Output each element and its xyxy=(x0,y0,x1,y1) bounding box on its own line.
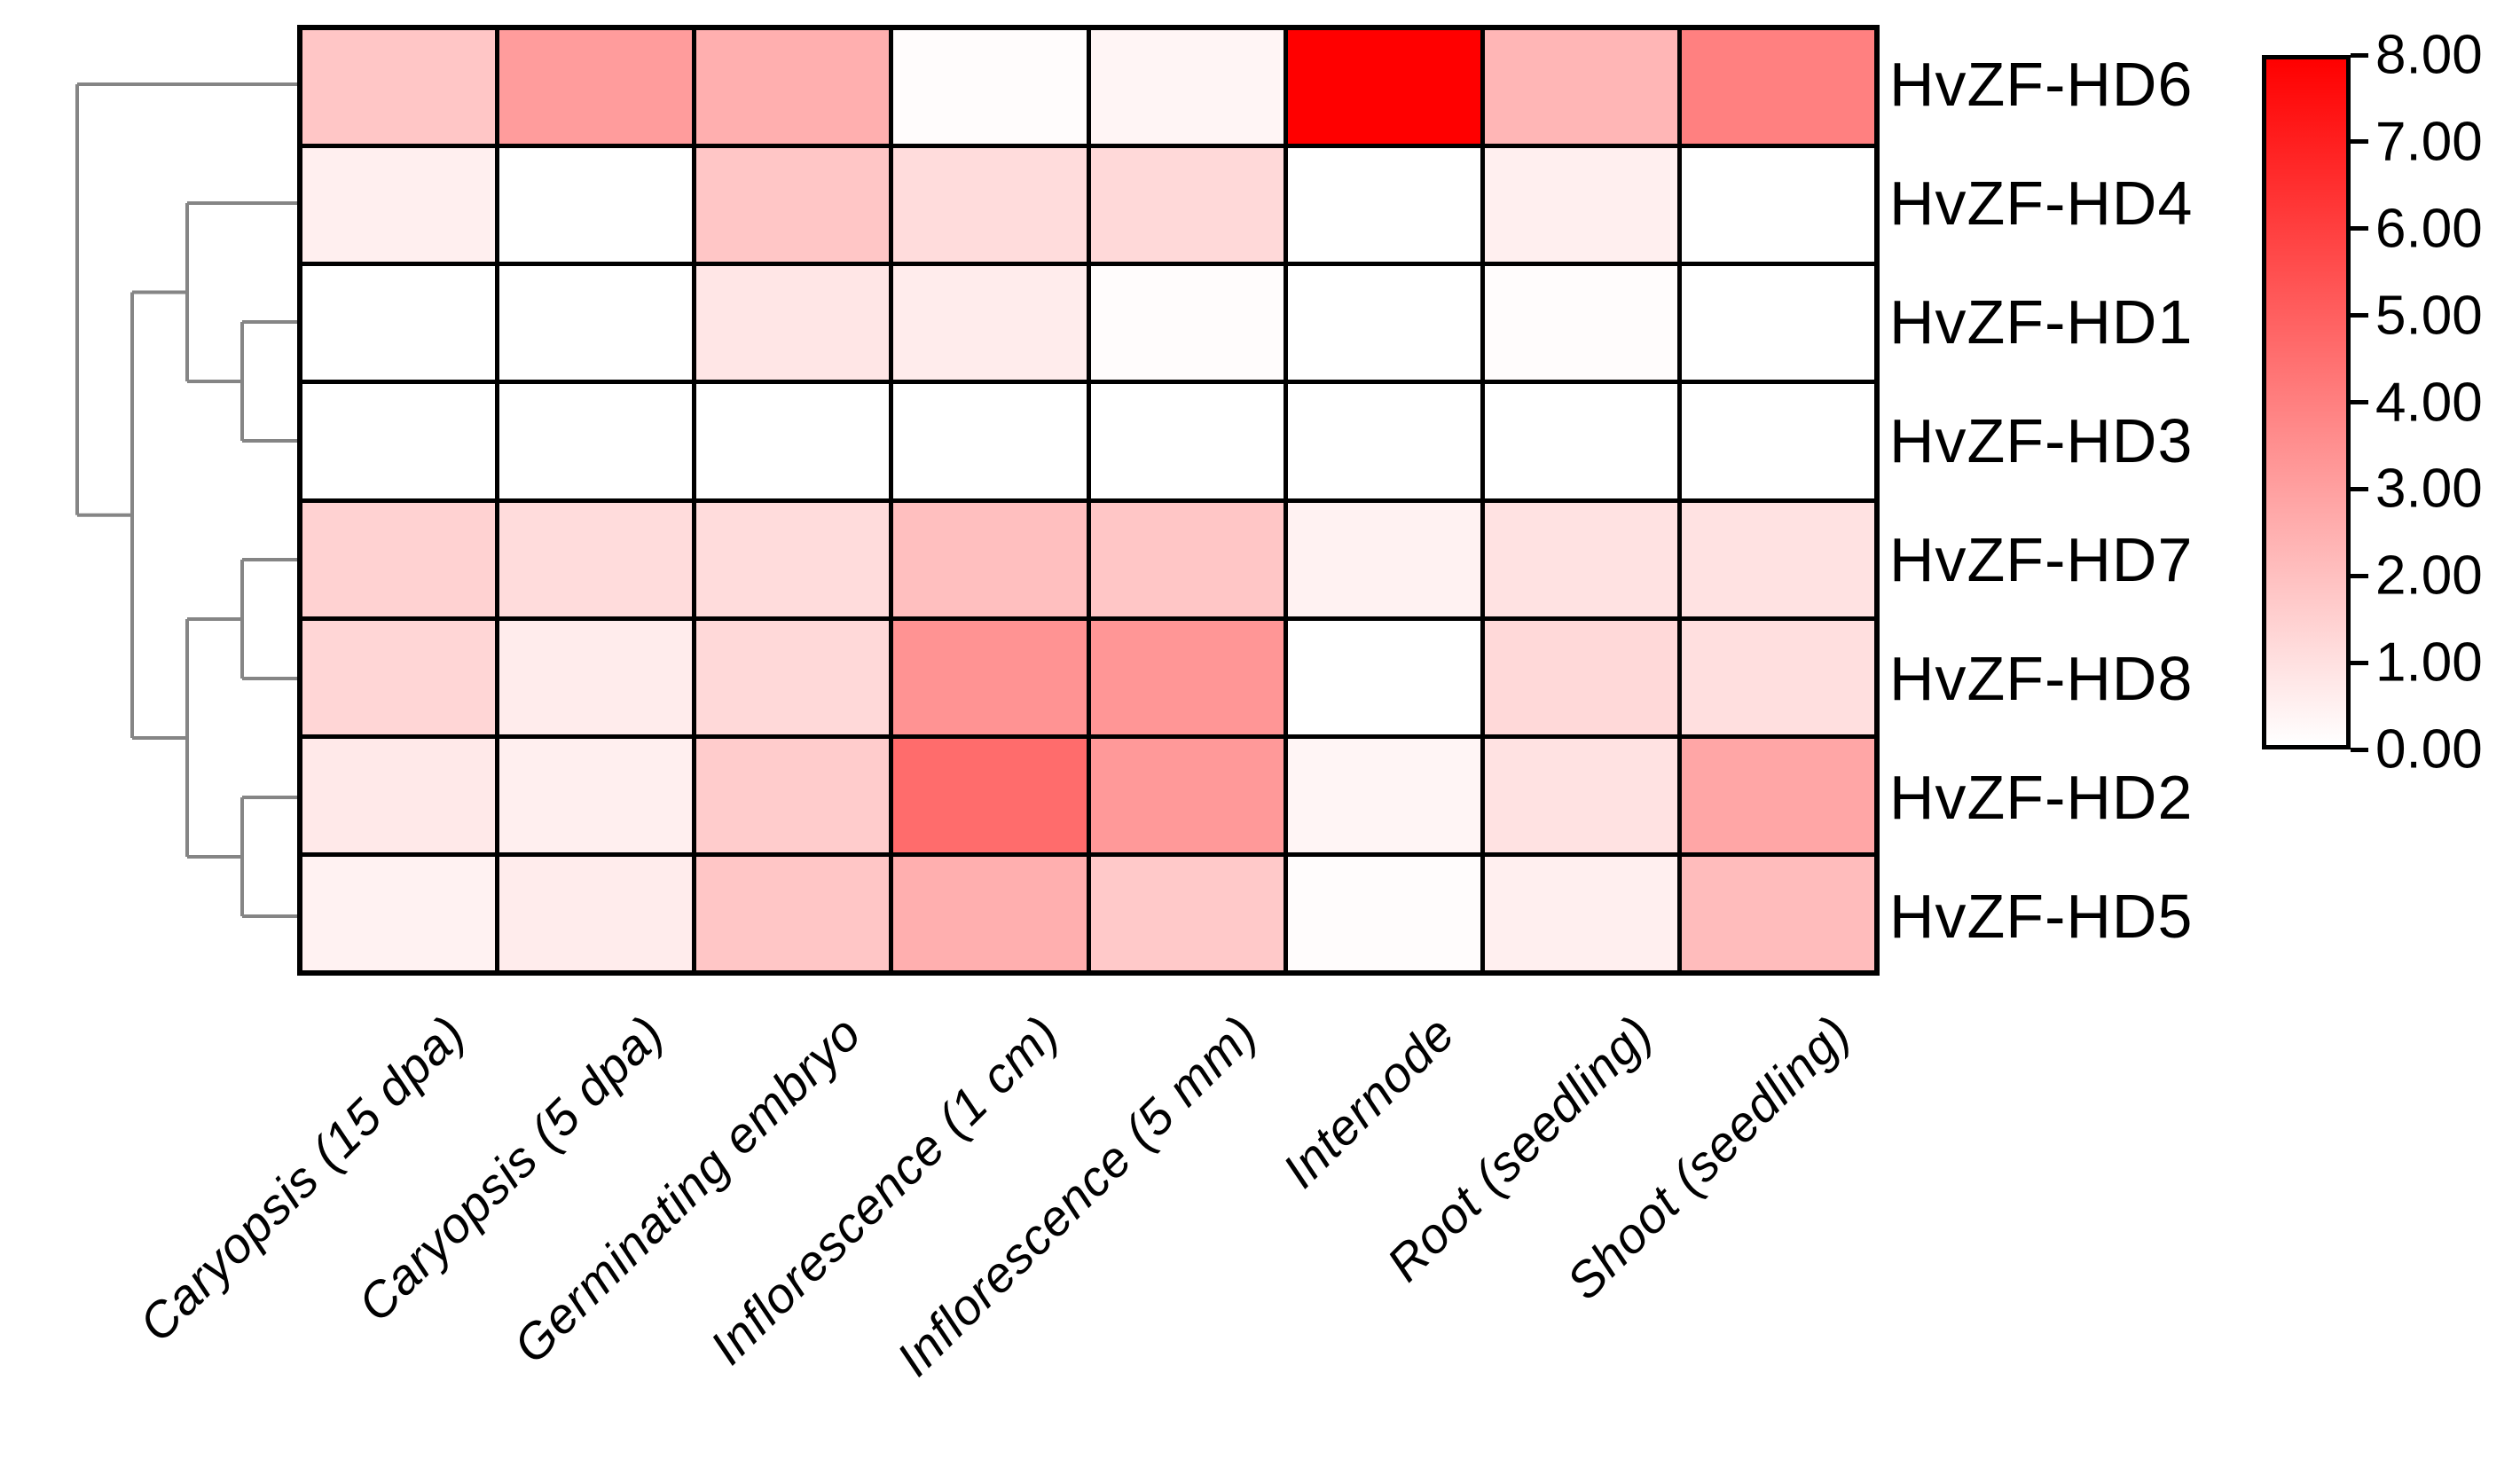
heatmap-cell xyxy=(1484,856,1677,970)
heatmap-cell xyxy=(499,266,693,381)
row-label: HvZF-HD8 xyxy=(1889,644,2194,713)
heatmap-cell xyxy=(696,738,890,852)
colorbar-tick-label: 2.00 xyxy=(2375,545,2483,607)
heatmap-cell xyxy=(1681,738,1874,852)
heatmap-cell xyxy=(893,620,1087,734)
heatmap-cell xyxy=(893,30,1087,145)
colorbar-tick xyxy=(2351,139,2368,145)
heatmap-cell xyxy=(696,30,890,145)
heatmap-cell xyxy=(1287,148,1480,263)
heatmap-cell xyxy=(1484,738,1677,852)
colorbar-tick-label: 4.00 xyxy=(2375,372,2483,433)
heatmap-cell xyxy=(1090,502,1284,616)
colorbar-tick-label: 0.00 xyxy=(2375,718,2483,781)
colorbar-tick-label: 8.00 xyxy=(2375,24,2483,86)
heatmap-cell xyxy=(696,620,890,734)
heatmap-cell xyxy=(893,384,1087,498)
column-label: Inflorescence (1 cm) xyxy=(699,1004,1070,1376)
heatmap-cell xyxy=(1287,384,1480,498)
heatmap-cell xyxy=(1681,856,1874,970)
heatmap-cell xyxy=(1681,148,1874,263)
heatmap-cell xyxy=(302,738,496,852)
heatmap-cell xyxy=(1287,266,1480,381)
heatmap-cell xyxy=(1484,266,1677,381)
heatmap-cell xyxy=(302,148,496,263)
heatmap-cell xyxy=(1484,384,1677,498)
heatmap-cell xyxy=(302,30,496,145)
heatmap-cell xyxy=(302,620,496,734)
colorbar-tick-label: 3.00 xyxy=(2375,458,2483,520)
column-label: Inflorescence (5 mm) xyxy=(885,1004,1268,1387)
heatmap-cell xyxy=(1287,856,1480,970)
colorbar-tick xyxy=(2351,486,2368,491)
colorbar-tick xyxy=(2351,747,2368,752)
row-label: HvZF-HD7 xyxy=(1889,525,2194,594)
row-label: HvZF-HD5 xyxy=(1889,882,2194,951)
colorbar-tick-label: 5.00 xyxy=(2375,285,2483,347)
row-label: HvZF-HD3 xyxy=(1889,406,2194,475)
column-label: Internode xyxy=(1271,1004,1465,1198)
heatmap-cell xyxy=(893,856,1087,970)
heatmap-cell xyxy=(302,384,496,498)
colorbar-tick xyxy=(2351,313,2368,318)
row-label: HvZF-HD1 xyxy=(1889,287,2194,357)
heatmap-cell xyxy=(1484,148,1677,263)
heatmap-cell xyxy=(696,502,890,616)
colorbar-tick xyxy=(2351,226,2368,231)
heatmap-cell xyxy=(696,266,890,381)
heatmap-cell xyxy=(1287,738,1480,852)
heatmap-cell xyxy=(1287,30,1480,145)
row-label: HvZF-HD2 xyxy=(1889,763,2194,832)
heatmap-cell xyxy=(1090,384,1284,498)
column-label: Germinating embryo xyxy=(502,1004,872,1374)
heatmap-cell xyxy=(696,384,890,498)
heatmap-cell xyxy=(1287,620,1480,734)
column-label: Caryopsis (15 dpa) xyxy=(128,1004,476,1353)
colorbar-tick xyxy=(2351,660,2368,665)
colorbar-tick-label: 6.00 xyxy=(2375,198,2483,260)
heatmap-cell xyxy=(1484,30,1677,145)
heatmap-cell xyxy=(1681,620,1874,734)
heatmap-cell xyxy=(1681,266,1874,381)
heatmap-cell xyxy=(1090,856,1284,970)
heatmap-cell xyxy=(302,502,496,616)
heatmap-cell xyxy=(1681,384,1874,498)
heatmap-cell xyxy=(893,266,1087,381)
colorbar-tick-label: 7.00 xyxy=(2375,111,2483,173)
heatmap-cell xyxy=(893,148,1087,263)
colorbar-tick xyxy=(2351,573,2368,578)
heatmap-cell xyxy=(499,384,693,498)
heatmap-cell xyxy=(302,856,496,970)
heatmap-cell xyxy=(1090,148,1284,263)
heatmap-cell xyxy=(499,856,693,970)
colorbar-tick-label: 1.00 xyxy=(2375,632,2483,694)
heatmap-cell xyxy=(302,266,496,381)
dendrogram-lines xyxy=(75,82,297,918)
heatmap-grid xyxy=(297,25,1880,976)
heatmap-cell xyxy=(893,738,1087,852)
heatmap-cell xyxy=(499,148,693,263)
heatmap-cell xyxy=(1681,502,1874,616)
row-label: HvZF-HD6 xyxy=(1889,50,2194,119)
heatmap-cell xyxy=(1484,620,1677,734)
heatmap-cell xyxy=(1090,30,1284,145)
heatmap-cell xyxy=(499,30,693,145)
heatmap-cell xyxy=(696,148,890,263)
heatmap-cell xyxy=(499,502,693,616)
heatmap-cell xyxy=(1090,620,1284,734)
colorbar-tick xyxy=(2351,52,2368,58)
heatmap-cell xyxy=(1090,738,1284,852)
heatmap-cell xyxy=(1287,502,1480,616)
heatmap-cell xyxy=(499,738,693,852)
heatmap-cell xyxy=(1090,266,1284,381)
heatmap-cell xyxy=(696,856,890,970)
heatmap-cell xyxy=(1484,502,1677,616)
colorbar-gradient xyxy=(2262,55,2351,749)
heatmap-cell xyxy=(1681,30,1874,145)
colorbar-tick xyxy=(2351,400,2368,404)
row-label: HvZF-HD4 xyxy=(1889,169,2194,238)
heatmap-cell xyxy=(499,620,693,734)
heatmap-cell xyxy=(893,502,1087,616)
